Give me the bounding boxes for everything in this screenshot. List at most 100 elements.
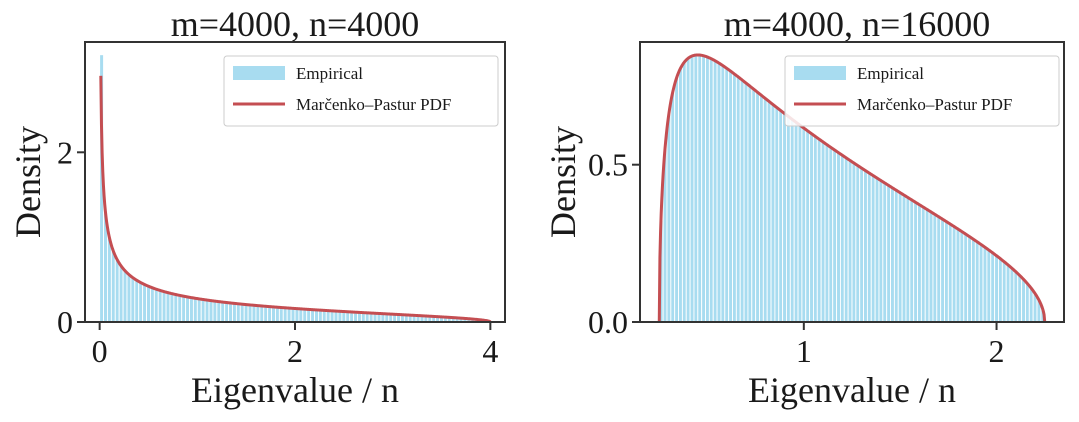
histogram-bar: [126, 274, 132, 323]
histogram-bar: [267, 306, 273, 323]
histogram-bar: [863, 170, 868, 323]
histogram-bar: [940, 218, 945, 323]
histogram-bar: [928, 211, 934, 323]
histogram-bar: [329, 310, 335, 323]
histogram-bar: [828, 146, 834, 323]
right-ticks: 1 2 0.0 0.5: [588, 147, 1005, 369]
left-x-axis-label: Eigenvalue / n: [191, 370, 399, 410]
histogram-bar: [153, 288, 159, 323]
histogram-bar: [212, 300, 218, 323]
histogram-bar: [897, 192, 903, 323]
histogram-bar: [251, 304, 257, 323]
histogram-bar: [909, 199, 915, 323]
histogram-bar: [874, 177, 880, 323]
histogram-bar: [243, 304, 249, 323]
histogram-bar: [832, 149, 838, 323]
left-y-axis-label: Density: [8, 126, 48, 238]
histogram-bar: [932, 213, 938, 323]
histogram-bar: [836, 152, 841, 323]
histogram-bar: [216, 301, 222, 323]
histogram-bar: [306, 308, 312, 323]
right-legend-mp-label: Marčenko–Pastur PDF: [857, 95, 1012, 114]
histogram-bar: [239, 303, 245, 323]
histogram-bar: [189, 297, 194, 323]
histogram-bar: [743, 82, 749, 323]
histogram-bar: [235, 303, 241, 323]
histogram-bar: [724, 67, 730, 323]
histogram-bar: [196, 298, 202, 323]
histogram-bar: [971, 238, 976, 323]
left-panel: m=4000, n=4000 0 2 4 0 2 Eigenvalue / n Dens…: [8, 4, 506, 410]
histogram-bar: [1028, 287, 1034, 323]
histogram-bar: [118, 265, 124, 323]
histogram-bar: [204, 299, 210, 323]
histogram-bar: [951, 226, 957, 323]
right-legend-empirical-swatch: [794, 66, 846, 80]
x-tick-label: 0: [92, 333, 108, 369]
histogram-bar: [228, 302, 233, 323]
histogram-bar: [851, 162, 857, 323]
histogram-bar: [805, 130, 811, 323]
histogram-bar: [978, 244, 984, 323]
histogram-bar: [278, 307, 284, 323]
histogram-bar: [974, 241, 980, 323]
histogram-bar: [878, 180, 884, 323]
histogram-bar: [122, 270, 128, 323]
histogram-bar: [708, 58, 714, 323]
histogram-bar: [712, 60, 718, 323]
histogram-bar: [173, 294, 179, 323]
histogram-bar: [1017, 274, 1023, 323]
histogram-bar: [149, 287, 155, 323]
histogram-bar: [1025, 283, 1030, 323]
left-legend-empirical-swatch: [233, 66, 285, 80]
histogram-bar: [314, 309, 319, 323]
histogram-bar: [797, 124, 803, 323]
histogram-bar: [1013, 271, 1019, 323]
histogram-bar: [321, 309, 327, 323]
histogram-bar: [678, 68, 683, 323]
left-legend-mp-label: Marčenko–Pastur PDF: [296, 95, 451, 114]
histogram-bar: [107, 236, 112, 323]
histogram-bar: [820, 141, 826, 323]
histogram-bar: [905, 197, 911, 323]
y-tick-label: 0: [57, 304, 73, 340]
left-legend: Empirical Marčenko–Pastur PDF: [223, 55, 499, 127]
histogram-bar: [990, 252, 996, 323]
histogram-bar: [169, 293, 175, 323]
histogram-bar: [192, 297, 198, 323]
histogram-bar: [924, 209, 930, 323]
histogram-bar: [666, 113, 672, 323]
histogram-bar: [998, 258, 1003, 323]
histogram-bar: [893, 189, 899, 323]
histogram-bar: [181, 295, 187, 323]
histogram-bar: [766, 101, 772, 323]
histogram-bar: [337, 310, 343, 323]
x-tick-label: 4: [482, 333, 498, 369]
histogram-bar: [886, 184, 891, 323]
histogram-bar: [247, 304, 253, 323]
right-y-axis-label: Density: [543, 126, 583, 238]
histogram-bar: [793, 121, 799, 323]
histogram-bar: [681, 61, 687, 323]
histogram-bar: [870, 175, 876, 323]
left-ticks: 0 2 4 0 2: [57, 134, 498, 369]
histogram-bar: [920, 206, 926, 323]
histogram-bar: [843, 157, 849, 323]
left-mp-curve: [99, 75, 492, 324]
right-mp-curve: [657, 53, 1047, 323]
histogram-bar: [751, 88, 757, 323]
histogram-bar: [944, 221, 949, 323]
histogram-bar: [789, 118, 795, 323]
histogram-bar: [855, 165, 861, 323]
histogram-bar: [866, 172, 872, 323]
histogram-bar: [967, 236, 972, 323]
histogram-bar: [693, 54, 699, 323]
histogram-bar: [782, 113, 787, 323]
histogram-bar: [130, 277, 136, 323]
histogram-bar: [813, 136, 818, 323]
histogram-bar: [1009, 267, 1015, 323]
histogram-bar: [882, 182, 888, 323]
histogram-bar: [317, 309, 323, 323]
histogram-bar: [302, 308, 308, 323]
histogram-bar: [697, 54, 703, 323]
